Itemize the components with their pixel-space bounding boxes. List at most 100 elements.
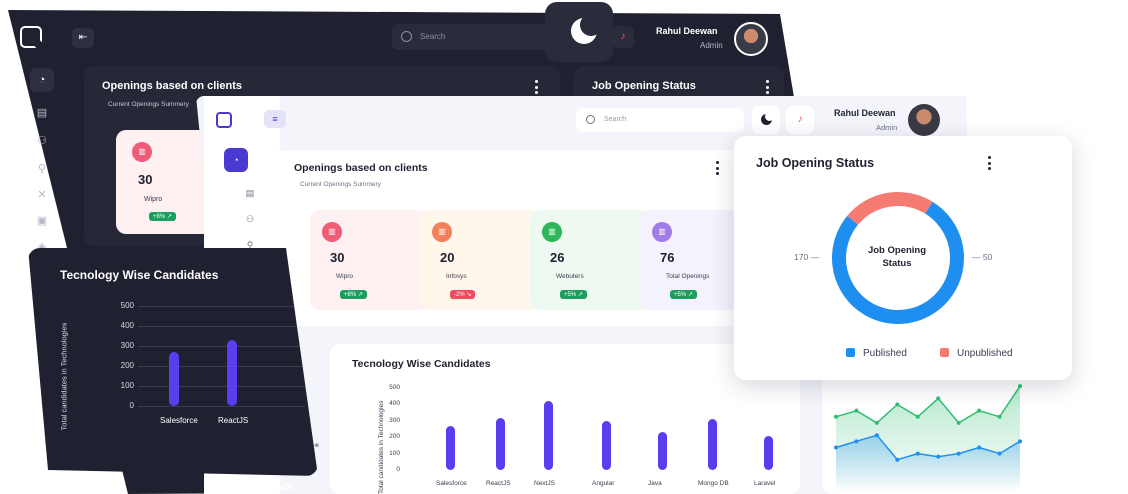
- data-point[interactable]: [854, 439, 859, 444]
- legend-unpublished[interactable]: Unpublished: [940, 348, 1013, 359]
- data-point[interactable]: [956, 451, 961, 456]
- user-role: Admin: [876, 123, 898, 132]
- kpi-card[interactable]: ▥ 20 Infosys -2% ↘: [420, 210, 540, 310]
- id-card-nav-icon[interactable]: ▣: [36, 215, 48, 227]
- bar[interactable]: [658, 432, 667, 470]
- data-point[interactable]: [956, 420, 961, 425]
- donut-center-line2: Status: [882, 258, 912, 269]
- y-tick-label: 300: [120, 341, 134, 350]
- bar[interactable]: [496, 417, 505, 470]
- data-point[interactable]: [977, 445, 982, 450]
- data-point[interactable]: [997, 414, 1002, 419]
- data-point[interactable]: [1018, 384, 1022, 389]
- y-tick-label: 500: [389, 384, 400, 391]
- logout-icon[interactable]: ⇥: [311, 440, 319, 450]
- user-name: Rahul Deewan: [834, 108, 896, 118]
- avatar[interactable]: [908, 104, 940, 136]
- moon-icon: [571, 14, 602, 44]
- data-point[interactable]: [936, 396, 941, 401]
- avatar[interactable]: [734, 22, 768, 56]
- gridline: [138, 346, 306, 347]
- search-icon: [586, 115, 595, 124]
- notification-bell-icon[interactable]: ♪: [786, 106, 814, 134]
- donut-left-value: 170 —: [794, 252, 820, 262]
- sidebar-toggle-button[interactable]: ⇤: [72, 28, 94, 48]
- bar[interactable]: [602, 420, 611, 470]
- chart-icon: ▥: [322, 222, 342, 242]
- app-logo-icon[interactable]: [216, 112, 232, 128]
- job-status-title-dark: Job Opening Status: [592, 80, 696, 92]
- sidebar-toggle-button[interactable]: ≡: [264, 110, 286, 128]
- search-placeholder: Search: [420, 32, 446, 41]
- x-tick-label: Salesforce: [160, 416, 198, 425]
- theme-toggle-button[interactable]: [545, 2, 613, 62]
- area-chart-card: [822, 372, 1036, 494]
- data-point[interactable]: [874, 433, 879, 438]
- data-point[interactable]: [834, 445, 838, 450]
- data-point[interactable]: [1018, 439, 1022, 444]
- data-point[interactable]: [895, 457, 900, 462]
- data-point[interactable]: [854, 408, 859, 413]
- y-tick-label: 0: [396, 466, 400, 473]
- settings-nav-icon[interactable]: ◈: [37, 241, 47, 253]
- data-point[interactable]: [936, 454, 941, 459]
- openings-card-subtitle: Current Openings Summery: [300, 181, 381, 188]
- dashboard-nav-icon[interactable]: ◔: [30, 68, 54, 92]
- briefcase-nav-icon[interactable]: ▤: [245, 188, 255, 198]
- users-nav-icon[interactable]: ⚇: [37, 135, 47, 147]
- donut-slice-unpublished[interactable]: [847, 192, 933, 225]
- data-point[interactable]: [915, 414, 920, 419]
- briefcase-nav-icon[interactable]: ▤: [36, 107, 48, 119]
- user-name: Rahul Deewan: [656, 26, 718, 36]
- dashboard-nav-icon[interactable]: ◔: [224, 148, 248, 172]
- x-tick-label: ReactJS: [486, 480, 511, 487]
- gridline: [138, 406, 306, 407]
- tech-card-title: Tecnology Wise Candidates: [352, 358, 491, 370]
- more-menu-icon[interactable]: [766, 80, 770, 94]
- theme-toggle-button[interactable]: [752, 106, 780, 134]
- donut-right-value: — 50: [972, 252, 993, 262]
- data-point[interactable]: [977, 408, 982, 413]
- data-point[interactable]: [895, 402, 900, 407]
- data-point[interactable]: [834, 414, 838, 419]
- more-menu-icon[interactable]: [988, 156, 992, 170]
- chart-icon: ▥: [432, 222, 452, 242]
- kpi-name: Wipro: [144, 196, 163, 203]
- tech-card-ylabel: Total candidates in Technologies: [59, 322, 69, 431]
- y-tick-label: 200: [120, 361, 134, 370]
- kpi-value: 26: [550, 250, 565, 265]
- y-tick-label: 200: [389, 433, 400, 441]
- bar[interactable]: [446, 425, 455, 470]
- search-input[interactable]: Search: [576, 108, 744, 132]
- notification-bell-icon[interactable]: ♪: [612, 26, 634, 48]
- bar[interactable]: [764, 435, 773, 470]
- kpi-value: 76: [660, 250, 675, 265]
- donut-slice-published[interactable]: [832, 201, 964, 324]
- kpi-card[interactable]: ▥ 30 Wipro +8% ↗: [310, 210, 430, 310]
- search-input[interactable]: Search: [392, 24, 562, 50]
- openings-card-title: Openings based on clients: [294, 162, 428, 174]
- tech-card-dark: Tecnology Wise Candidates Total candidat…: [28, 248, 318, 476]
- x-tick-label: ReactJS: [218, 416, 249, 425]
- search-icon: [401, 31, 412, 42]
- more-menu-icon[interactable]: [535, 80, 539, 94]
- person-nav-icon[interactable]: ✕: [37, 189, 47, 201]
- y-tick-label: 400: [120, 321, 134, 330]
- more-menu-icon[interactable]: [716, 161, 720, 175]
- run-nav-icon[interactable]: ⚲: [37, 163, 47, 175]
- app-logo-icon[interactable]: [20, 26, 42, 48]
- donut-center-label: Job Opening Status: [850, 244, 944, 270]
- bar[interactable]: [169, 352, 179, 406]
- data-point[interactable]: [874, 420, 879, 425]
- data-point[interactable]: [997, 451, 1002, 456]
- run-nav-icon[interactable]: ⚲: [246, 240, 254, 250]
- kpi-badge: -2% ↘: [450, 290, 476, 299]
- data-point[interactable]: [915, 451, 920, 456]
- bar[interactable]: [227, 340, 237, 406]
- kpi-card[interactable]: ▥ 26 Webuters +5% ↗: [530, 210, 650, 310]
- legend-published[interactable]: Published: [846, 348, 907, 359]
- bar[interactable]: [544, 401, 553, 470]
- y-tick-label: 100: [120, 381, 134, 390]
- users-nav-icon[interactable]: ⚇: [245, 214, 255, 224]
- bar[interactable]: [708, 419, 717, 470]
